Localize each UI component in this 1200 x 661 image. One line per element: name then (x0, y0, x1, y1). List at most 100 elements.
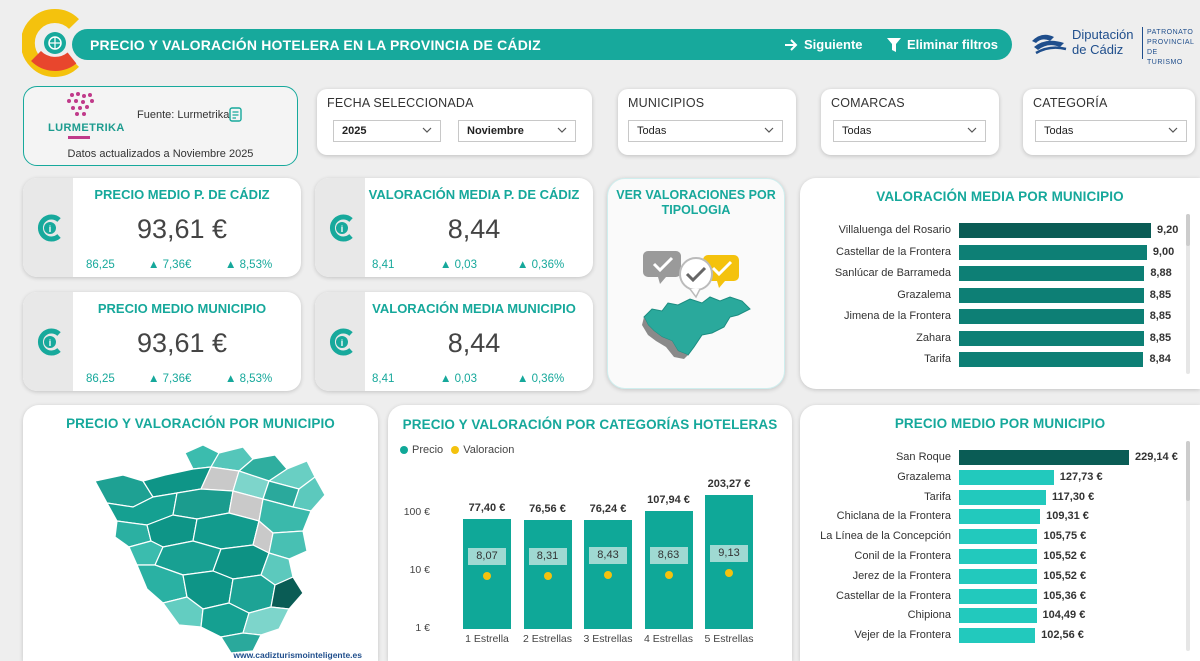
bar-value-label: 107,94 € (647, 494, 690, 507)
point[interactable] (543, 571, 552, 580)
point-value-label: 8,63 (649, 546, 688, 564)
lurmetrika-logo-text: LURMETRIKA (48, 122, 125, 134)
org-sub-line2: PROVINCIAL (1147, 39, 1195, 46)
bar-value-label: 76,24 € (589, 502, 627, 515)
bar-value-label: 105,36 € (1043, 589, 1086, 602)
month-select-value: Noviembre (467, 125, 524, 137)
bar[interactable] (959, 568, 1038, 584)
info-icon[interactable]: i (35, 327, 65, 357)
filter-fecha: FECHA SELECCIONADA 2025 Noviembre (317, 89, 592, 155)
point[interactable] (483, 572, 491, 581)
source-card: LURMETRIKA Fuente: Lurmetrika Datos actu… (23, 86, 298, 166)
categoria-select[interactable]: Todas (1035, 120, 1187, 142)
map-region[interactable] (268, 530, 308, 560)
point[interactable] (604, 571, 612, 580)
bar[interactable] (959, 309, 1144, 324)
info-icon[interactable]: i (327, 327, 357, 357)
comarcas-select[interactable]: Todas (833, 120, 986, 142)
bar[interactable] (959, 352, 1144, 367)
point[interactable] (664, 570, 673, 579)
info-icon[interactable]: i (327, 213, 357, 243)
bar[interactable] (959, 244, 1147, 260)
bar-label: Chipiona (907, 609, 951, 622)
ver-valoraciones-title-1: VER VALORACIONES POR (616, 188, 776, 202)
diputacion-logo: Diputación de Cádiz PATRONATO PROVINCIAL… (1030, 27, 1195, 66)
bar[interactable] (959, 529, 1038, 545)
bar-value-label: 127,73 € (1059, 470, 1103, 483)
month-select[interactable]: Noviembre (458, 120, 576, 142)
bar[interactable] (959, 450, 1129, 465)
municipios-select[interactable]: Todas (628, 120, 783, 142)
valoracion-bar-list: Villaluenga del Rosario 9,20 Castellar de … (800, 223, 1200, 373)
filter-fecha-label: FECHA SELECCIONADA (327, 96, 474, 110)
filter-categoria: CATEGORÍA Todas (1023, 89, 1195, 155)
bar[interactable] (959, 266, 1145, 281)
document-icon[interactable] (229, 107, 242, 122)
kpi-delta-abs: ▲ 7,36€ (148, 373, 192, 385)
legend-label-precio: Precio (412, 444, 444, 456)
kpi-delta-abs: ▲ 0,03 (440, 373, 477, 385)
legend-dot-valoracion (451, 446, 460, 454)
filter-icon (887, 37, 901, 52)
filter-municipios: MUNICIPIOS Todas (618, 89, 796, 155)
map-region[interactable] (292, 476, 326, 512)
scrollbar-thumb[interactable] (1186, 441, 1190, 501)
chevron-down-icon (967, 127, 977, 133)
filter-categoria-label: CATEGORÍA (1033, 96, 1108, 110)
kpi-prev: 86,25 (86, 373, 115, 385)
app-logo-icon (22, 9, 79, 77)
x-tick-label: 4 Estrellas (643, 633, 694, 645)
diputacion-emblem-icon (1032, 34, 1067, 55)
bar[interactable] (959, 287, 1144, 303)
arrow-right-icon (785, 38, 798, 51)
legend-dot-precio (400, 446, 408, 454)
clear-filters-button[interactable]: Eliminar filtros (887, 37, 998, 52)
scrollbar[interactable] (1186, 441, 1190, 651)
bar[interactable] (959, 588, 1038, 604)
kpi-delta-pct: ▲ 8,53% (225, 373, 273, 385)
map-region[interactable] (220, 632, 262, 654)
bar-value-label: 8,85 (1149, 310, 1172, 322)
bar-label: Sanlúcar de Barrameda (834, 267, 951, 279)
kpi-prev: 8,41 (372, 373, 395, 385)
kpi-title: PRECIO MEDIO MUNICIPIO (97, 301, 267, 316)
bar-label: Villaluenga del Rosario (838, 224, 951, 236)
bar[interactable] (959, 223, 1151, 238)
categoria-chart-card: PRECIO Y VALORACIÓN POR CATEGORÍAS HOTEL… (388, 405, 792, 661)
point-value-label: 9,13 (710, 545, 748, 563)
kpi-prev: 86,25 (86, 259, 115, 271)
bar-label: Jerez de la Frontera (852, 569, 951, 582)
year-select-value: 2025 (342, 125, 367, 137)
bar-value-label: 109,31 € (1046, 510, 1089, 523)
bar-value-label: 102,56 € (1041, 629, 1084, 642)
website-url[interactable]: www.cadizturismointeligente.es (233, 650, 362, 660)
ver-valoraciones-button[interactable]: VER VALORACIONES POR TIPOLOGIA (607, 178, 785, 389)
point[interactable] (725, 569, 733, 578)
year-select[interactable]: 2025 (333, 120, 441, 142)
bar[interactable] (959, 469, 1054, 485)
province-map[interactable] (93, 441, 333, 656)
svg-text:i: i (49, 224, 52, 234)
bar[interactable] (959, 608, 1037, 624)
bar-label: Chiclana de la Frontera (836, 510, 951, 523)
bar[interactable] (959, 330, 1144, 346)
bar[interactable] (959, 489, 1047, 505)
map-card: PRECIO Y VALORACIÓN POR MUNICIPIO (23, 405, 378, 661)
bar-value-label: 8,84 (1149, 353, 1171, 365)
map-region[interactable] (270, 576, 304, 610)
filter-municipios-label: MUNICIPIOS (628, 96, 705, 110)
bar[interactable] (959, 549, 1038, 564)
bar-value-label: 8,88 (1150, 267, 1172, 279)
scrollbar-thumb[interactable] (1186, 214, 1190, 246)
chart-title: VALORACIÓN MEDIA POR MUNICIPIO (876, 189, 1124, 204)
bar[interactable] (644, 511, 693, 629)
kpi-title: PRECIO MEDIO P. DE CÁDIZ (94, 187, 270, 202)
bar[interactable] (959, 509, 1041, 525)
info-icon[interactable]: i (35, 213, 65, 243)
scrollbar[interactable] (1186, 214, 1190, 374)
map-title: PRECIO Y VALORACIÓN POR MUNICIPIO (66, 416, 335, 431)
bar-label: Castellar de la Frontera (836, 589, 951, 602)
bar-value-label: 203,27 € (707, 478, 751, 491)
next-button[interactable]: Siguiente (784, 37, 863, 52)
bar[interactable] (959, 628, 1036, 644)
